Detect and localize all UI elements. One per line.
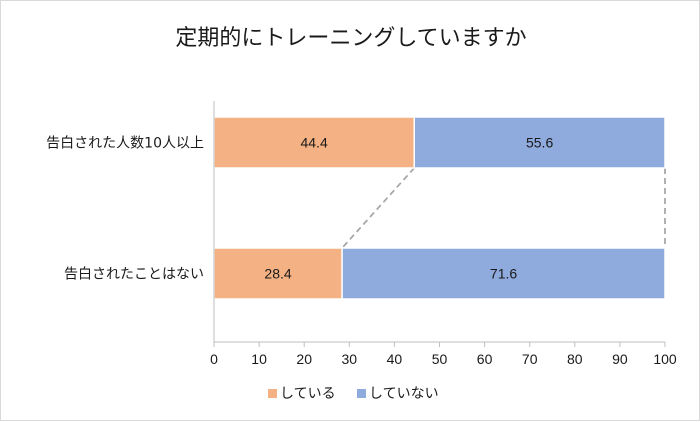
legend-label: している [280, 386, 336, 402]
x-tick-label: 40 [387, 351, 403, 367]
data-label: 55.6 [526, 135, 553, 151]
legend-swatch [268, 389, 277, 398]
category-label: 告白されたことはない [64, 267, 204, 283]
x-tick-label: 0 [210, 351, 218, 367]
x-tick-label: 10 [251, 351, 267, 367]
x-tick-label: 90 [612, 351, 628, 367]
data-label: 44.4 [300, 135, 327, 151]
x-tick-label: 20 [296, 351, 312, 367]
bar-segment-not-doing-1 [413, 116, 666, 169]
x-tick-label: 70 [522, 351, 538, 367]
x-tick-label: 80 [567, 351, 583, 367]
series-line [341, 167, 415, 249]
x-tick-label: 60 [477, 351, 493, 367]
bar-segment-doing-1 [213, 116, 415, 169]
legend-swatch [357, 389, 366, 398]
legend: している していない [268, 386, 439, 402]
legend-label: していない [369, 386, 439, 402]
x-tick-label: 50 [432, 351, 448, 367]
series-lines [341, 167, 666, 249]
bars: 44.4 55.6 28.4 71.6 [213, 116, 666, 300]
x-tick-label: 30 [342, 351, 358, 367]
value-axis: 0 10 20 30 40 50 60 70 80 90 100 [210, 101, 677, 367]
bar-segment-not-doing-2 [341, 247, 666, 300]
data-label: 28.4 [264, 266, 291, 282]
chart-title: 定期的にトレーニングしていますか [175, 26, 526, 51]
x-tick-label: 100 [653, 351, 677, 367]
data-label: 71.6 [490, 266, 517, 282]
category-label: 告白された人数10人以上 [46, 136, 204, 152]
